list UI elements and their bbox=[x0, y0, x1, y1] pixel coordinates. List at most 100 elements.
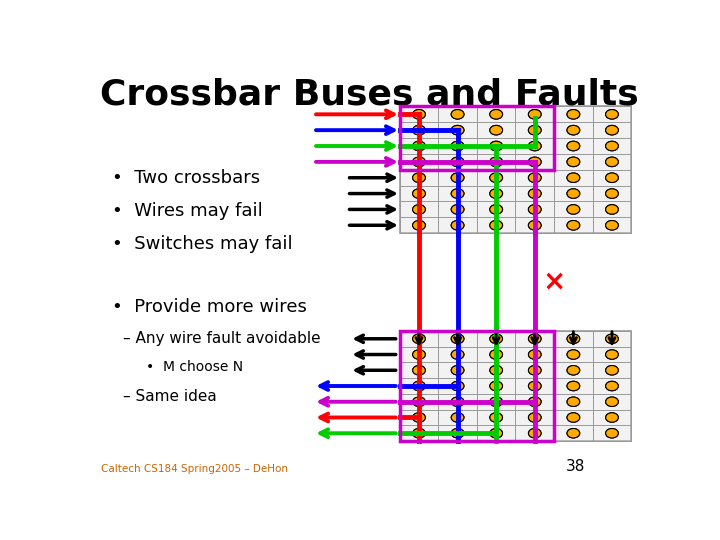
Circle shape bbox=[413, 366, 426, 375]
Bar bbox=[400, 106, 631, 233]
Circle shape bbox=[413, 157, 426, 167]
Circle shape bbox=[490, 413, 503, 422]
Circle shape bbox=[451, 350, 464, 359]
Circle shape bbox=[567, 220, 580, 230]
Circle shape bbox=[451, 334, 464, 343]
Circle shape bbox=[567, 110, 580, 119]
Text: Caltech CS184 Spring2005 – DeHon: Caltech CS184 Spring2005 – DeHon bbox=[101, 464, 288, 474]
Bar bbox=[400, 106, 631, 233]
Circle shape bbox=[490, 366, 503, 375]
Circle shape bbox=[606, 110, 618, 119]
Circle shape bbox=[567, 397, 580, 407]
Circle shape bbox=[606, 157, 618, 167]
Circle shape bbox=[451, 141, 464, 151]
Circle shape bbox=[567, 173, 580, 183]
Circle shape bbox=[451, 110, 464, 119]
Circle shape bbox=[567, 381, 580, 391]
Circle shape bbox=[528, 397, 541, 407]
Text: – Same idea: – Same idea bbox=[124, 389, 217, 404]
Circle shape bbox=[606, 220, 618, 230]
Circle shape bbox=[528, 397, 541, 407]
Circle shape bbox=[606, 125, 618, 135]
Circle shape bbox=[567, 366, 580, 375]
Circle shape bbox=[528, 205, 541, 214]
Circle shape bbox=[567, 366, 580, 375]
Circle shape bbox=[567, 141, 580, 151]
Circle shape bbox=[606, 413, 618, 422]
Circle shape bbox=[490, 381, 503, 391]
Circle shape bbox=[451, 125, 464, 135]
Circle shape bbox=[451, 381, 464, 391]
Circle shape bbox=[413, 397, 426, 407]
Circle shape bbox=[567, 205, 580, 214]
Circle shape bbox=[413, 366, 426, 375]
Circle shape bbox=[606, 173, 618, 183]
Circle shape bbox=[567, 125, 580, 135]
Circle shape bbox=[451, 205, 464, 214]
Circle shape bbox=[451, 366, 464, 375]
Circle shape bbox=[413, 173, 426, 183]
Circle shape bbox=[528, 157, 541, 167]
Circle shape bbox=[528, 205, 541, 214]
Text: •  M choose N: • M choose N bbox=[145, 360, 243, 374]
Circle shape bbox=[413, 334, 426, 343]
Circle shape bbox=[490, 334, 503, 343]
Circle shape bbox=[606, 350, 618, 359]
Text: ×: × bbox=[542, 268, 566, 296]
Circle shape bbox=[606, 220, 618, 230]
Circle shape bbox=[606, 397, 618, 407]
Circle shape bbox=[606, 189, 618, 198]
Circle shape bbox=[490, 173, 503, 183]
Circle shape bbox=[490, 125, 503, 135]
Circle shape bbox=[528, 110, 541, 119]
Circle shape bbox=[606, 125, 618, 135]
Circle shape bbox=[413, 141, 426, 151]
Circle shape bbox=[528, 350, 541, 359]
Circle shape bbox=[567, 413, 580, 422]
Circle shape bbox=[606, 141, 618, 151]
Circle shape bbox=[490, 220, 503, 230]
Circle shape bbox=[413, 381, 426, 391]
Circle shape bbox=[451, 350, 464, 359]
Circle shape bbox=[528, 189, 541, 198]
Circle shape bbox=[490, 413, 503, 422]
Circle shape bbox=[451, 334, 464, 343]
Circle shape bbox=[490, 397, 503, 407]
Circle shape bbox=[528, 141, 541, 151]
Bar bbox=[400, 331, 554, 441]
Bar bbox=[400, 331, 631, 441]
Circle shape bbox=[490, 205, 503, 214]
Circle shape bbox=[606, 189, 618, 198]
Circle shape bbox=[490, 141, 503, 151]
Circle shape bbox=[606, 173, 618, 183]
Circle shape bbox=[451, 429, 464, 438]
Circle shape bbox=[606, 157, 618, 167]
Circle shape bbox=[490, 141, 503, 151]
Circle shape bbox=[606, 141, 618, 151]
Circle shape bbox=[413, 429, 426, 438]
Circle shape bbox=[606, 381, 618, 391]
Circle shape bbox=[451, 381, 464, 391]
Circle shape bbox=[413, 125, 426, 135]
Circle shape bbox=[451, 413, 464, 422]
Circle shape bbox=[490, 110, 503, 119]
Circle shape bbox=[567, 189, 580, 198]
Text: – Any wire fault avoidable: – Any wire fault avoidable bbox=[124, 331, 321, 346]
Circle shape bbox=[451, 429, 464, 438]
Circle shape bbox=[567, 429, 580, 438]
Circle shape bbox=[567, 189, 580, 198]
Circle shape bbox=[567, 334, 580, 343]
Circle shape bbox=[606, 366, 618, 375]
Circle shape bbox=[528, 334, 541, 343]
Circle shape bbox=[490, 157, 503, 167]
Circle shape bbox=[490, 381, 503, 391]
Circle shape bbox=[528, 334, 541, 343]
Circle shape bbox=[490, 397, 503, 407]
Circle shape bbox=[413, 189, 426, 198]
Circle shape bbox=[413, 205, 426, 214]
Circle shape bbox=[451, 189, 464, 198]
Circle shape bbox=[490, 205, 503, 214]
Circle shape bbox=[413, 110, 426, 119]
Circle shape bbox=[528, 429, 541, 438]
Circle shape bbox=[413, 350, 426, 359]
